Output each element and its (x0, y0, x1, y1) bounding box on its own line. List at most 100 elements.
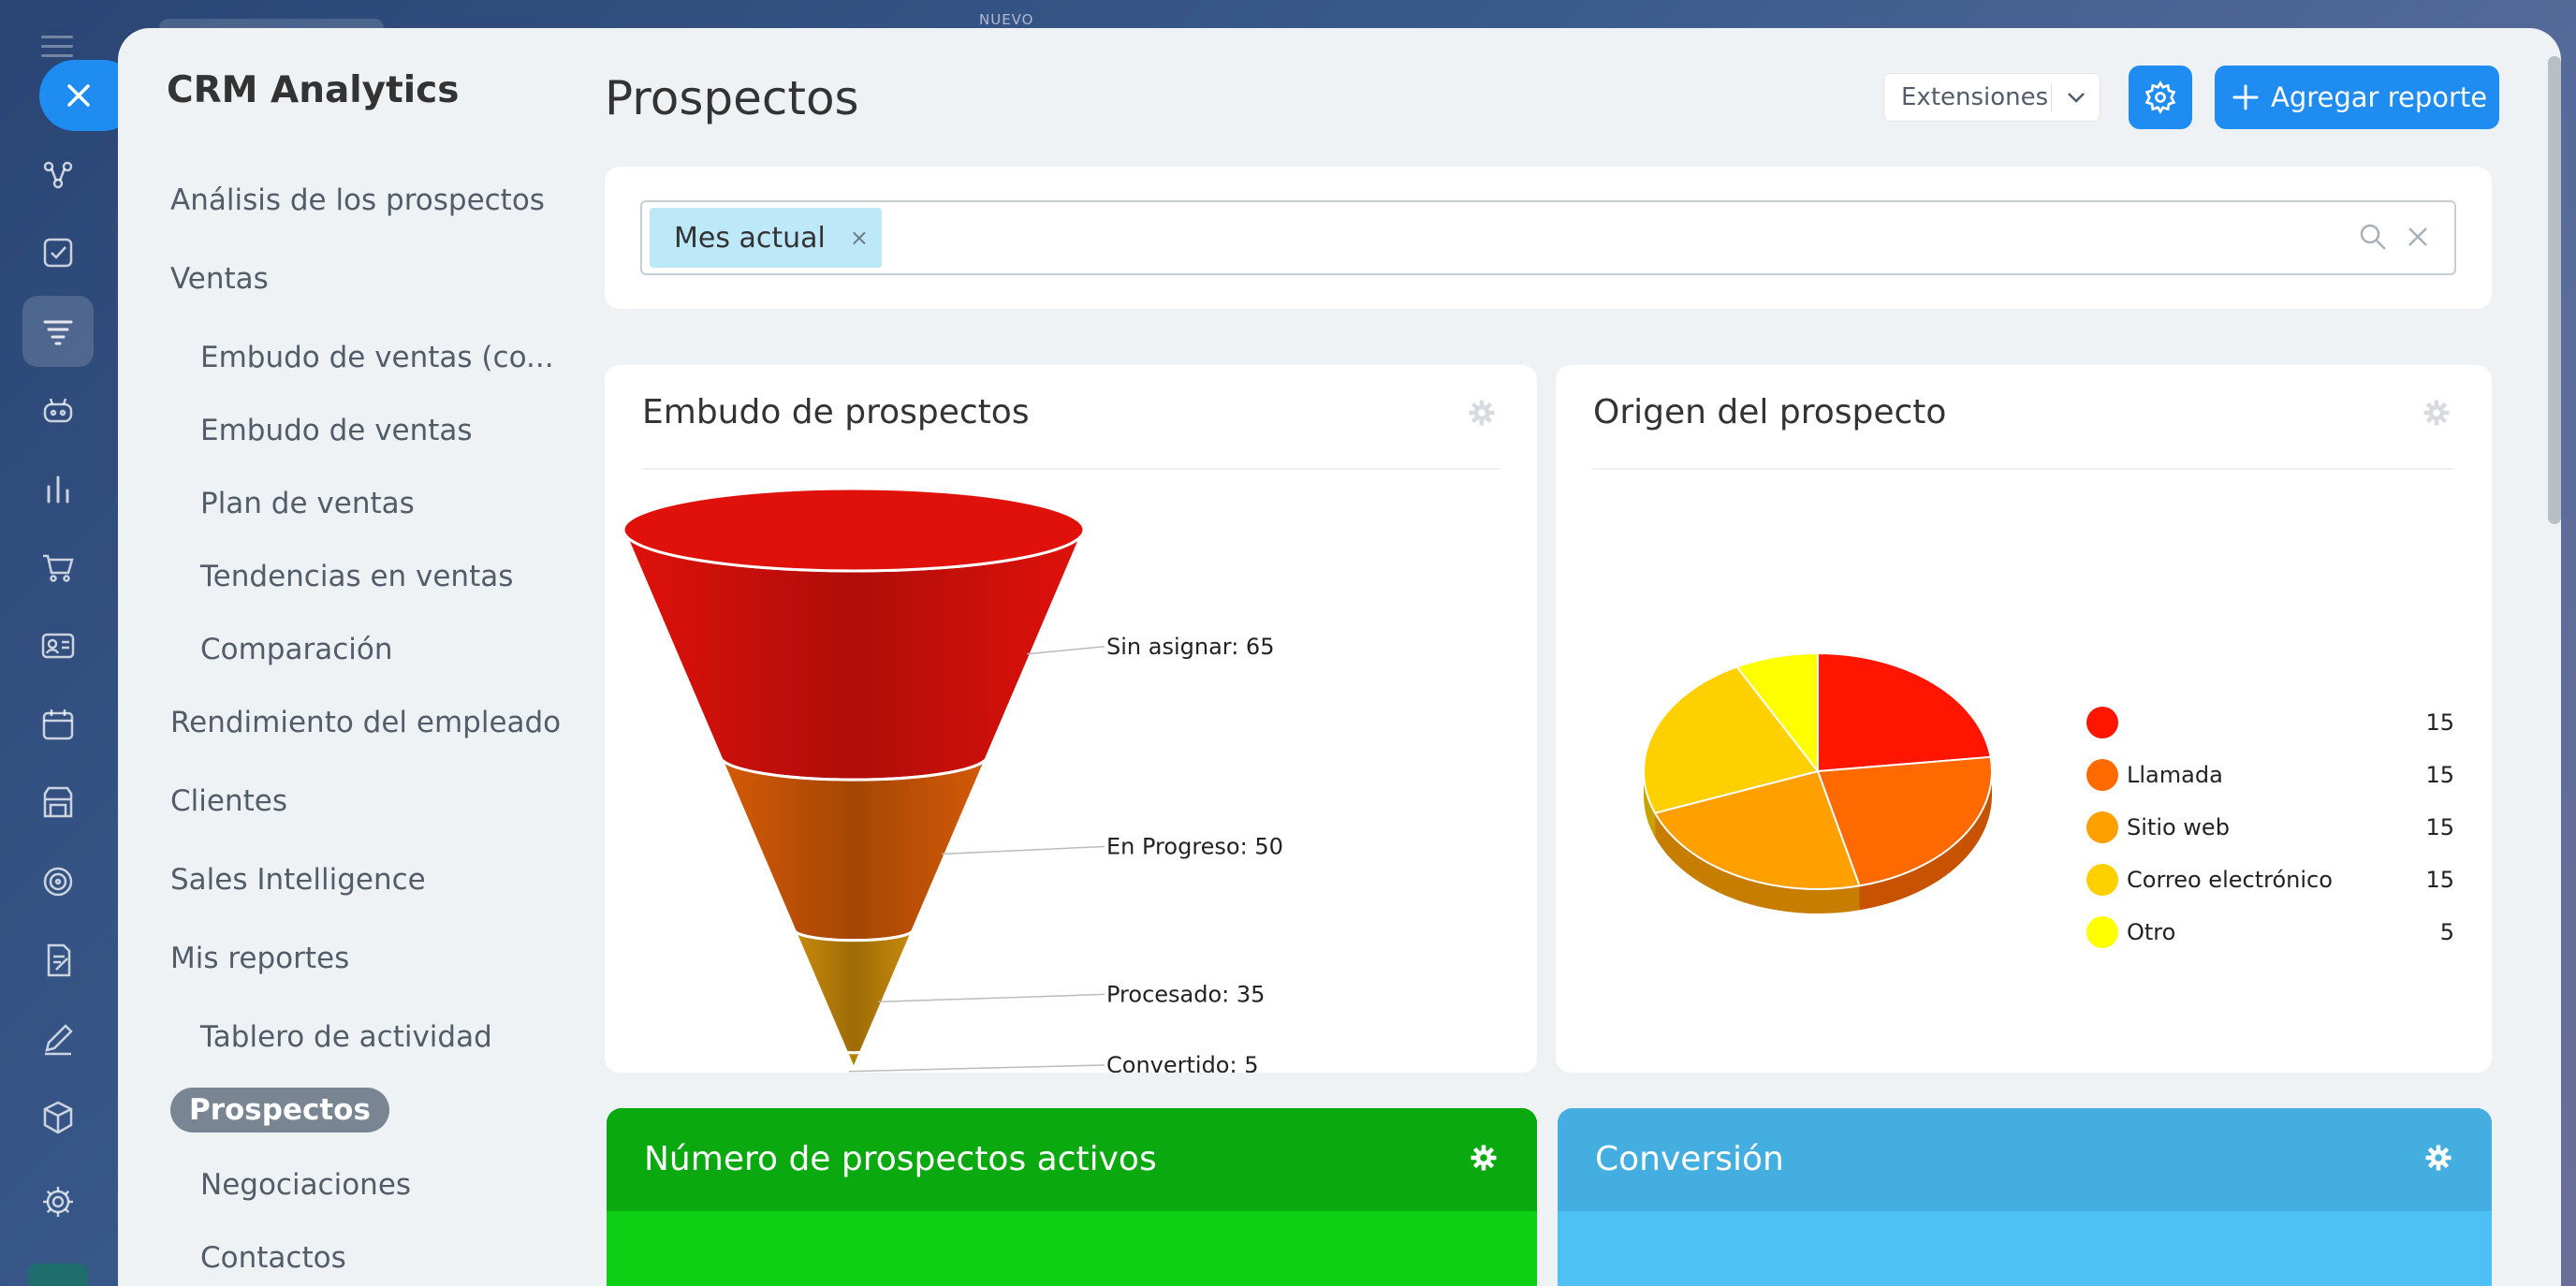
nav-item-my-reports[interactable]: Mis reportes (170, 942, 350, 975)
nav-item-sales[interactable]: Ventas (170, 262, 269, 296)
legend-swatch (2086, 759, 2118, 791)
flow-icon[interactable] (22, 139, 94, 210)
legend-label: Correo electrónico (2127, 867, 2333, 893)
calendar-icon[interactable] (22, 689, 94, 760)
nav-item-comparison[interactable]: Comparación (200, 633, 393, 666)
slider-panel: CRM Analytics Análisis de los prospectos… (118, 28, 2561, 1286)
pie-slice (1816, 755, 1993, 887)
nav-item-clients[interactable]: Clientes (170, 784, 287, 818)
legend-label: Otro (2127, 919, 2175, 945)
active-prospects-card: Número de prospectos activos (607, 1108, 1537, 1286)
nav-item-prospects[interactable]: Prospectos (170, 1088, 389, 1133)
settings-icon[interactable] (22, 1166, 94, 1237)
document-sign-icon[interactable] (22, 925, 94, 996)
contact-card-icon[interactable] (22, 610, 94, 681)
legend-swatch (2086, 916, 2118, 948)
nav-item-sales-funnel-co[interactable]: Embudo de ventas (co... (200, 341, 554, 374)
filter-chip[interactable]: Mes actual × (650, 208, 882, 268)
legend-swatch (2086, 811, 2118, 843)
pie-slice (1734, 651, 1819, 774)
target-icon[interactable] (22, 846, 94, 917)
funnel-leader-line (878, 993, 1105, 1003)
card-settings-icon[interactable] (1470, 1144, 1498, 1176)
analytics-icon[interactable] (22, 453, 94, 524)
funnel-leader-line (942, 845, 1105, 855)
legend-value: 5 (2440, 919, 2454, 945)
search-icon[interactable] (2357, 221, 2389, 256)
top-strip: NUEVO (159, 0, 2576, 47)
funnel-leader-line (848, 1064, 1105, 1073)
card-settings-icon[interactable] (2422, 399, 2451, 431)
left-rail (0, 0, 118, 1286)
store-icon[interactable] (22, 767, 94, 839)
chip-remove-icon[interactable]: × (849, 225, 869, 251)
settings-button[interactable] (2129, 66, 2192, 129)
pie-slice (1643, 665, 1820, 814)
menu-icon[interactable] (41, 36, 73, 58)
active-prospects-header: Número de prospectos activos (607, 1108, 1537, 1211)
plus-icon (2232, 84, 2259, 110)
card-divider (642, 468, 1500, 470)
extensions-label: Extensiones (1901, 83, 2049, 111)
pie-slice-side (1859, 771, 1992, 911)
filter-chip-label: Mes actual (674, 221, 826, 255)
active-prospects-title: Número de prospectos activos (644, 1140, 1157, 1178)
nav-item-activity-board[interactable]: Tablero de actividad (200, 1020, 492, 1054)
conversion-title: Conversión (1595, 1140, 1784, 1178)
conversion-card: Conversión (1558, 1108, 2492, 1286)
nav-item-employee-performance[interactable]: Rendimiento del empleado (170, 706, 562, 739)
nav-item-sales-funnel[interactable]: Embudo de ventas (200, 414, 473, 447)
funnel-top-surface (622, 487, 1086, 573)
divider (2051, 83, 2052, 111)
pie-slice (1817, 651, 1992, 773)
gear-icon (2144, 80, 2176, 114)
funnel-stage-label: En Progreso: 50 (1106, 833, 1283, 859)
clear-filter-icon[interactable] (2402, 221, 2434, 256)
app-launcher-icon[interactable] (28, 1264, 88, 1286)
card-settings-icon[interactable] (1468, 399, 1496, 431)
funnel-card: Embudo de prospectos Sin asignar: 65 En P… (605, 365, 1537, 1073)
pen-icon[interactable] (22, 1003, 94, 1074)
nav-item-sales-plan[interactable]: Plan de ventas (200, 487, 415, 520)
legend-swatch (2086, 864, 2118, 896)
pie-slice-side (1644, 771, 1656, 838)
analytics-sidebar: CRM Analytics Análisis de los prospectos… (118, 28, 586, 1286)
scrollbar[interactable] (2548, 56, 2561, 524)
add-report-button[interactable]: Agregar reporte (2215, 66, 2499, 129)
report-content: Prospectos Extensiones Agregar reporte M… (605, 28, 2514, 1286)
pie-slice-side (1655, 812, 1860, 913)
extensions-dropdown[interactable]: Extensiones (1883, 73, 2100, 122)
close-icon (67, 84, 90, 107)
nav-item-sales-trends[interactable]: Tendencias en ventas (200, 560, 514, 593)
nav-item-lead-analysis[interactable]: Análisis de los prospectos (170, 183, 545, 217)
box-icon[interactable] (22, 1082, 94, 1153)
nav-item-deals[interactable]: Negociaciones (200, 1168, 412, 1202)
legend-value: 15 (2425, 709, 2454, 736)
legend-value: 15 (2425, 814, 2454, 840)
cart-icon[interactable] (22, 532, 94, 603)
legend-label: Sitio web (2127, 814, 2230, 840)
task-check-icon[interactable] (22, 217, 94, 288)
funnel-stage-label: Convertido: 5 (1106, 1052, 1258, 1073)
funnel-stage-label: Sin asignar: 65 (1106, 634, 1274, 660)
add-report-label: Agregar reporte (2271, 81, 2488, 113)
source-card-title: Origen del prospecto (1593, 393, 1947, 431)
robot-icon[interactable] (22, 374, 94, 446)
funnel-segment (718, 754, 989, 943)
legend-swatch (2086, 707, 2118, 738)
chevron-down-icon (2052, 91, 2100, 104)
nav-item-sales-intelligence[interactable]: Sales Intelligence (170, 863, 426, 897)
legend-label: Llamada (2127, 762, 2223, 788)
filter-search-input[interactable]: Mes actual × (640, 200, 2456, 275)
card-divider (1593, 468, 2454, 470)
legend-value: 15 (2425, 762, 2454, 788)
nav-item-contacts[interactable]: Contactos (200, 1241, 346, 1275)
funnel-icon[interactable] (22, 296, 94, 367)
source-card: Origen del prospecto 15 Llamada 15 Sitio we… (1556, 365, 2492, 1073)
new-label: NUEVO (979, 11, 1034, 28)
funnel-segment (844, 1049, 863, 1073)
funnel-stage-label: Procesado: 35 (1106, 981, 1265, 1007)
card-settings-icon[interactable] (2424, 1144, 2452, 1176)
pie-chart: 15 Llamada 15 Sitio web 15 Correo electrónico… (1643, 651, 2454, 948)
funnel-card-title: Embudo de prospectos (642, 393, 1030, 431)
